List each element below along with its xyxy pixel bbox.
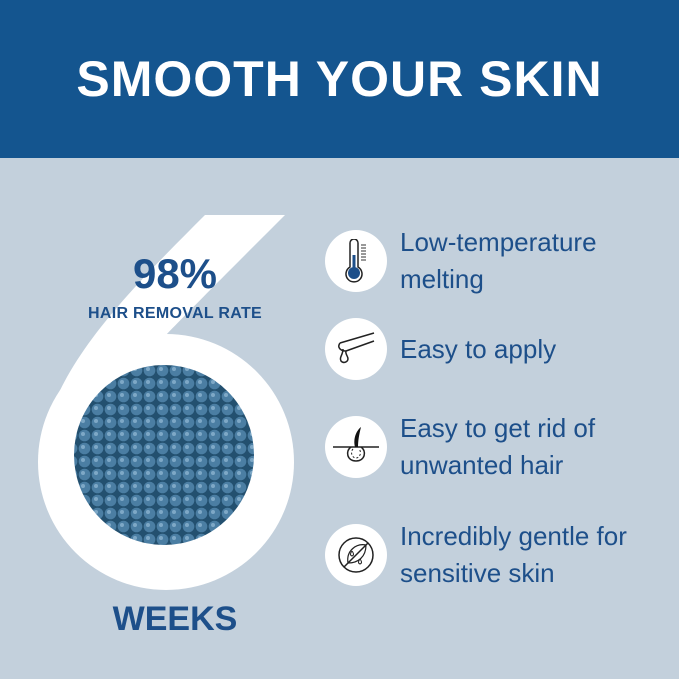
wax-spatula-icon: [325, 318, 387, 380]
feature-easy-apply: Easy to apply: [325, 318, 660, 380]
removal-rate-value: 98%: [132, 250, 218, 297]
page-title: SMOOTH YOUR SKIN: [76, 51, 603, 107]
thermometer-icon: [325, 230, 387, 292]
removal-rate-label: HAIR REMOVAL RATE: [88, 305, 262, 322]
weeks-label: WEEKS: [112, 600, 238, 638]
feature-text: Incredibly gentle for sensitive skin: [400, 521, 627, 588]
feature-text: Easy to get rid of unwanted hair: [400, 413, 596, 480]
feature-remove-hair: Easy to get rid of unwanted hair: [325, 410, 660, 484]
feature-text: Low-temperature melting: [400, 227, 597, 294]
wax-beads-image: [74, 365, 254, 545]
feature-low-temperature: Low-temperature melting: [325, 224, 660, 298]
header-banner: [0, 0, 679, 158]
hair-follicle-icon: [325, 416, 387, 478]
feature-gentle: Incredibly gentle for sensitive skin: [325, 518, 660, 592]
no-irritation-leaf-icon: [325, 524, 387, 586]
feature-text: Easy to apply: [400, 333, 557, 364]
